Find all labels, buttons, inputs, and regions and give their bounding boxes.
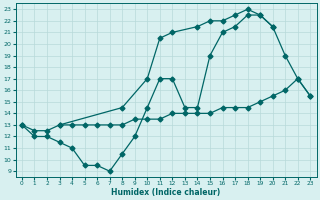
X-axis label: Humidex (Indice chaleur): Humidex (Indice chaleur) (111, 188, 221, 197)
